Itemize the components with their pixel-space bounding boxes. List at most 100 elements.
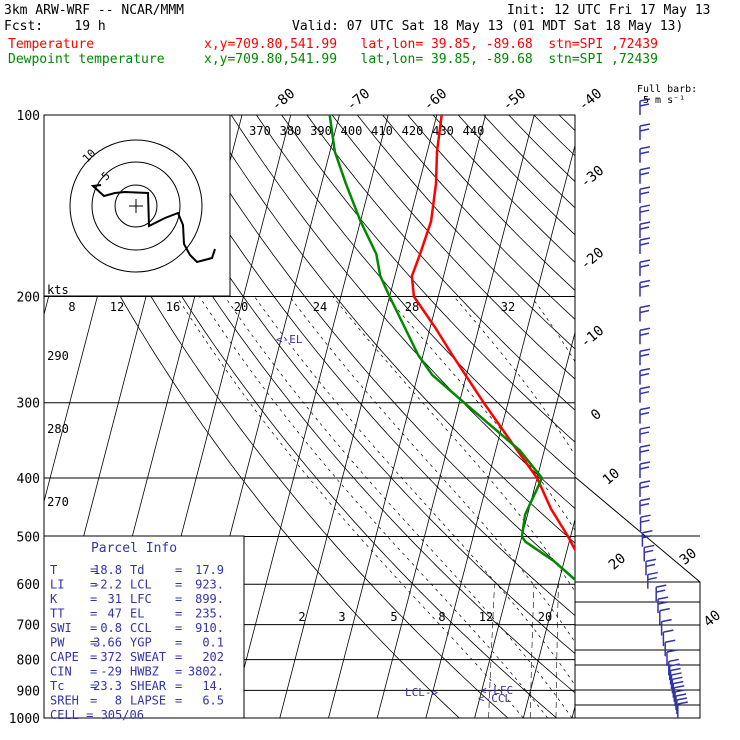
pressure-tick-label: 500 [17,530,40,545]
parcel-field-name: SWEAT [130,650,166,664]
isotherm-label: 10 [600,465,623,488]
dry-adiabat-line [205,115,575,544]
parcel-field-value: -29 [100,665,122,679]
dry-adiabat-line [331,115,575,380]
pressure-tick-label: 800 [17,654,40,669]
isotherm-line [522,517,575,718]
parcel-info-row: SREH = 8 LAPSE = 6.5 [50,694,224,708]
parcel-equals: = [175,694,182,708]
isotherm-line [230,115,389,718]
parcel-equals: = [90,694,97,708]
theta-label: 400 [341,124,363,138]
mixing-ratio-label: 28 [405,300,419,314]
temperature-legend-label: Temperature [8,37,95,52]
mixing-ratio-line [712,584,719,718]
wind-barb [639,204,651,222]
dry-adiabat-line [155,115,575,617]
wind-barb [639,123,651,140]
pressure-tick-label: 700 [17,619,40,634]
dewpoint-legend-label: Dewpoint temperature [8,52,165,67]
wind-barb [639,385,651,403]
moist-adiabat-line [224,296,573,718]
lcl-marker-label: LCL-> [405,686,438,699]
forecast-hour: Fcst: 19 h [4,19,106,34]
wind-barb [639,146,651,163]
isotherm-label: -70 [344,86,374,115]
wind-barb [660,618,672,636]
parcel-field-value: 910. [195,621,224,635]
parcel-field-name: CIN [50,665,72,679]
moist-adiabat-line [604,297,740,719]
isotherm-label: 0 [588,406,605,424]
wind-barb [639,98,651,115]
dry-adiabat-line [281,115,575,443]
pressure-tick-label: 100 [17,109,40,124]
mixing-ratio-line [650,584,653,718]
hodograph-ring [114,184,158,228]
parcel-equals: = [175,592,182,606]
wind-barb [639,444,651,462]
wind-barb [662,629,674,647]
wind-barb [668,658,679,676]
wind-barb [672,680,684,698]
isotherm-label: -10 [578,323,608,352]
wind-barb [655,584,667,602]
parcel-info-box [43,535,245,719]
parcel-info-row: CIN = -29 HWBZ = 3802. [50,665,224,679]
parcel-equals: = [175,650,182,664]
wind-barb [677,701,688,718]
parcel-field-name: EL [130,607,144,621]
parcel-field-name: Td [130,563,144,577]
dry-adiabat-line [54,115,509,718]
isotherm-line [279,115,438,718]
parcel-info-row: Tc =23.3 SHEAR = 14. [50,679,224,693]
pressure-tick-label: 900 [17,684,40,699]
dry-adiabat-line [256,115,575,476]
wind-barb [639,348,651,366]
mixing-ratio-line [701,584,707,718]
wind-barb [668,663,680,681]
dry-adiabat-line [306,115,575,411]
wind-barb [670,672,682,689]
parcel-equals: = [90,607,97,621]
moist-adiabat-line [332,296,575,593]
parcel-field-name: LAPSE [130,694,166,708]
ccl-marker-label: <-CCL [478,692,511,705]
wind-barb [674,689,686,706]
parcel-equals: = [90,665,97,679]
wind-barb [639,221,651,239]
parcel-field-name: LCL [130,578,152,592]
parcel-info-row: SWI = 0.8 CCL = 910. [50,621,224,635]
theta-label: 440 [463,124,485,138]
moist-adiabat-line [176,296,524,718]
mixing-ratio-label: 24 [313,300,327,314]
theta-left-label: 270 [47,495,69,509]
wind-barb [639,279,651,297]
full-barb-unit-label: 5 m s⁻¹ [643,95,685,106]
init-time: Init: 12 UTC Fri 17 May 13 [507,3,711,18]
parcel-equals: = [90,578,97,592]
parcel-equals: = [90,636,97,650]
mixing-ratio-line [555,584,559,718]
wind-barb [639,304,651,322]
hodograph-ring [91,161,181,251]
parcel-info-row: PW =3.66 YGP = 0.1 [50,636,224,650]
theta-label: 410 [371,124,393,138]
dry-adiabat-line [230,115,575,509]
parcel-field-name: LI [50,578,64,592]
parcel-field-value: 923. [195,578,224,592]
temperature-profile-line [410,115,575,553]
mixing-ratio-label: 16 [166,300,180,314]
mixing-ratio-line [622,584,623,718]
parcel-field-name: CCL [130,621,152,635]
parcel-info-row: K = 31 LFC = 899. [50,592,224,606]
parcel-field-value: 202 [202,650,224,664]
wind-barb [639,237,651,254]
parcel-field-name: LFC [130,592,152,606]
parcel-info-row: CELL = 305/06 [50,708,144,722]
parcel-equals: = [90,650,97,664]
temperature-location: x,y=709.80,541.99 lat,lon= 39.85, -89.68… [204,37,658,52]
pressure-tick-label: 200 [17,291,40,306]
mixing-ratio-label: 8 [68,300,75,314]
wind-barb [657,596,669,614]
